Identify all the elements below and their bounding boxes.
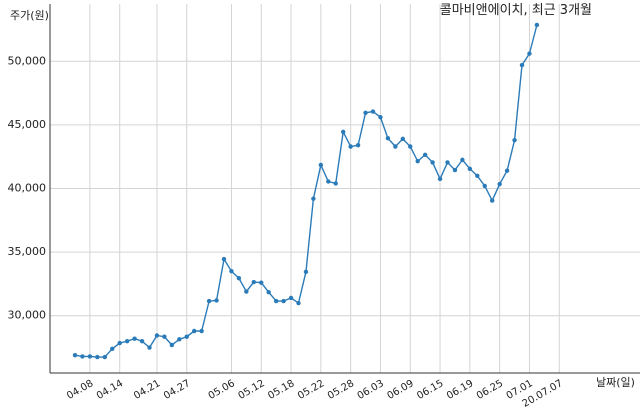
data-point bbox=[214, 298, 219, 303]
x-tick-label: 04.08 bbox=[65, 378, 95, 402]
data-point bbox=[490, 198, 495, 203]
grid-lines bbox=[50, 4, 640, 373]
data-point bbox=[415, 158, 420, 164]
y-axis-ticks: 30,000 35,000 40,000 45,000 50,000 bbox=[8, 54, 47, 321]
data-point bbox=[281, 298, 286, 304]
data-point bbox=[95, 354, 100, 360]
data-point bbox=[311, 196, 316, 201]
x-tick-label: 06.15 bbox=[415, 378, 445, 402]
data-point bbox=[259, 280, 264, 285]
data-point bbox=[512, 137, 517, 143]
data-point bbox=[124, 338, 130, 344]
x-tick-label: 05.28 bbox=[326, 378, 356, 402]
y-tick-label: 40,000 bbox=[8, 182, 47, 195]
data-point bbox=[244, 289, 249, 294]
data-point bbox=[154, 333, 160, 338]
price-series-line bbox=[74, 24, 538, 358]
data-point bbox=[475, 173, 480, 178]
data-point bbox=[318, 162, 324, 168]
data-point bbox=[147, 345, 152, 350]
x-tick-label: 06.19 bbox=[445, 378, 475, 402]
x-tick-label: 05.22 bbox=[296, 378, 326, 402]
data-point bbox=[452, 167, 458, 173]
data-point bbox=[467, 166, 473, 171]
x-tick-label: 04.14 bbox=[95, 378, 125, 402]
data-point bbox=[348, 144, 353, 149]
chart-title: 콜마비앤에이치, 최근 3개월 bbox=[440, 3, 592, 18]
data-point bbox=[199, 328, 204, 334]
data-point bbox=[87, 354, 93, 359]
data-point bbox=[460, 157, 465, 163]
data-point bbox=[221, 256, 227, 262]
data-point bbox=[117, 340, 122, 346]
data-point bbox=[80, 354, 85, 359]
y-tick-label: 45,000 bbox=[8, 118, 47, 131]
data-point bbox=[363, 110, 368, 115]
data-point bbox=[229, 269, 234, 274]
data-point bbox=[266, 290, 271, 295]
data-point bbox=[296, 300, 301, 306]
x-tick-label: 05.06 bbox=[207, 378, 237, 402]
data-point bbox=[378, 115, 383, 120]
data-point bbox=[326, 179, 331, 184]
data-point bbox=[102, 354, 108, 360]
data-point bbox=[341, 129, 346, 135]
x-tick-label: 04.21 bbox=[132, 378, 162, 402]
data-point bbox=[192, 328, 197, 334]
data-point bbox=[519, 62, 525, 68]
data-point bbox=[206, 298, 212, 304]
data-point bbox=[445, 160, 450, 165]
data-point bbox=[139, 338, 145, 344]
y-tick-label: 35,000 bbox=[8, 245, 47, 258]
data-point bbox=[132, 336, 137, 341]
data-point bbox=[251, 279, 256, 285]
data-point bbox=[273, 298, 279, 304]
data-point bbox=[534, 22, 540, 28]
data-point bbox=[169, 342, 175, 348]
data-point bbox=[333, 181, 338, 186]
data-point bbox=[408, 144, 413, 149]
data-point bbox=[184, 334, 189, 339]
data-point bbox=[288, 295, 294, 301]
y-tick-label: 50,000 bbox=[8, 54, 47, 67]
data-point bbox=[385, 136, 391, 141]
data-point bbox=[303, 269, 309, 275]
data-point bbox=[504, 168, 510, 173]
data-point bbox=[437, 176, 443, 182]
data-point bbox=[422, 152, 428, 157]
data-point bbox=[400, 136, 405, 142]
data-point bbox=[162, 334, 167, 339]
price-points bbox=[72, 22, 540, 360]
data-point bbox=[430, 160, 435, 165]
data-point bbox=[72, 352, 78, 358]
data-point bbox=[110, 346, 115, 352]
data-point bbox=[355, 143, 361, 148]
data-point bbox=[527, 51, 532, 56]
x-tick-label: 06.25 bbox=[475, 378, 505, 402]
x-tick-label: 06.03 bbox=[356, 378, 386, 402]
data-point bbox=[177, 337, 182, 342]
data-point bbox=[482, 183, 487, 189]
data-point bbox=[497, 181, 502, 187]
data-point bbox=[236, 276, 242, 281]
x-axis-ticks: 04.08 04.14 04.21 04.27 05.06 05.12 05.18 05.22… bbox=[65, 378, 565, 410]
data-point bbox=[370, 109, 376, 114]
x-tick-label: 04.27 bbox=[162, 378, 192, 402]
y-tick-label: 30,000 bbox=[8, 309, 47, 322]
x-tick-label: 05.18 bbox=[266, 378, 296, 402]
x-tick-label: 05.12 bbox=[236, 378, 266, 402]
x-tick-label: 06.09 bbox=[385, 378, 415, 402]
data-point bbox=[393, 144, 398, 149]
y-axis-label: 주가(원) bbox=[10, 9, 49, 22]
x-axis-label: 날짜(일) bbox=[596, 375, 635, 389]
